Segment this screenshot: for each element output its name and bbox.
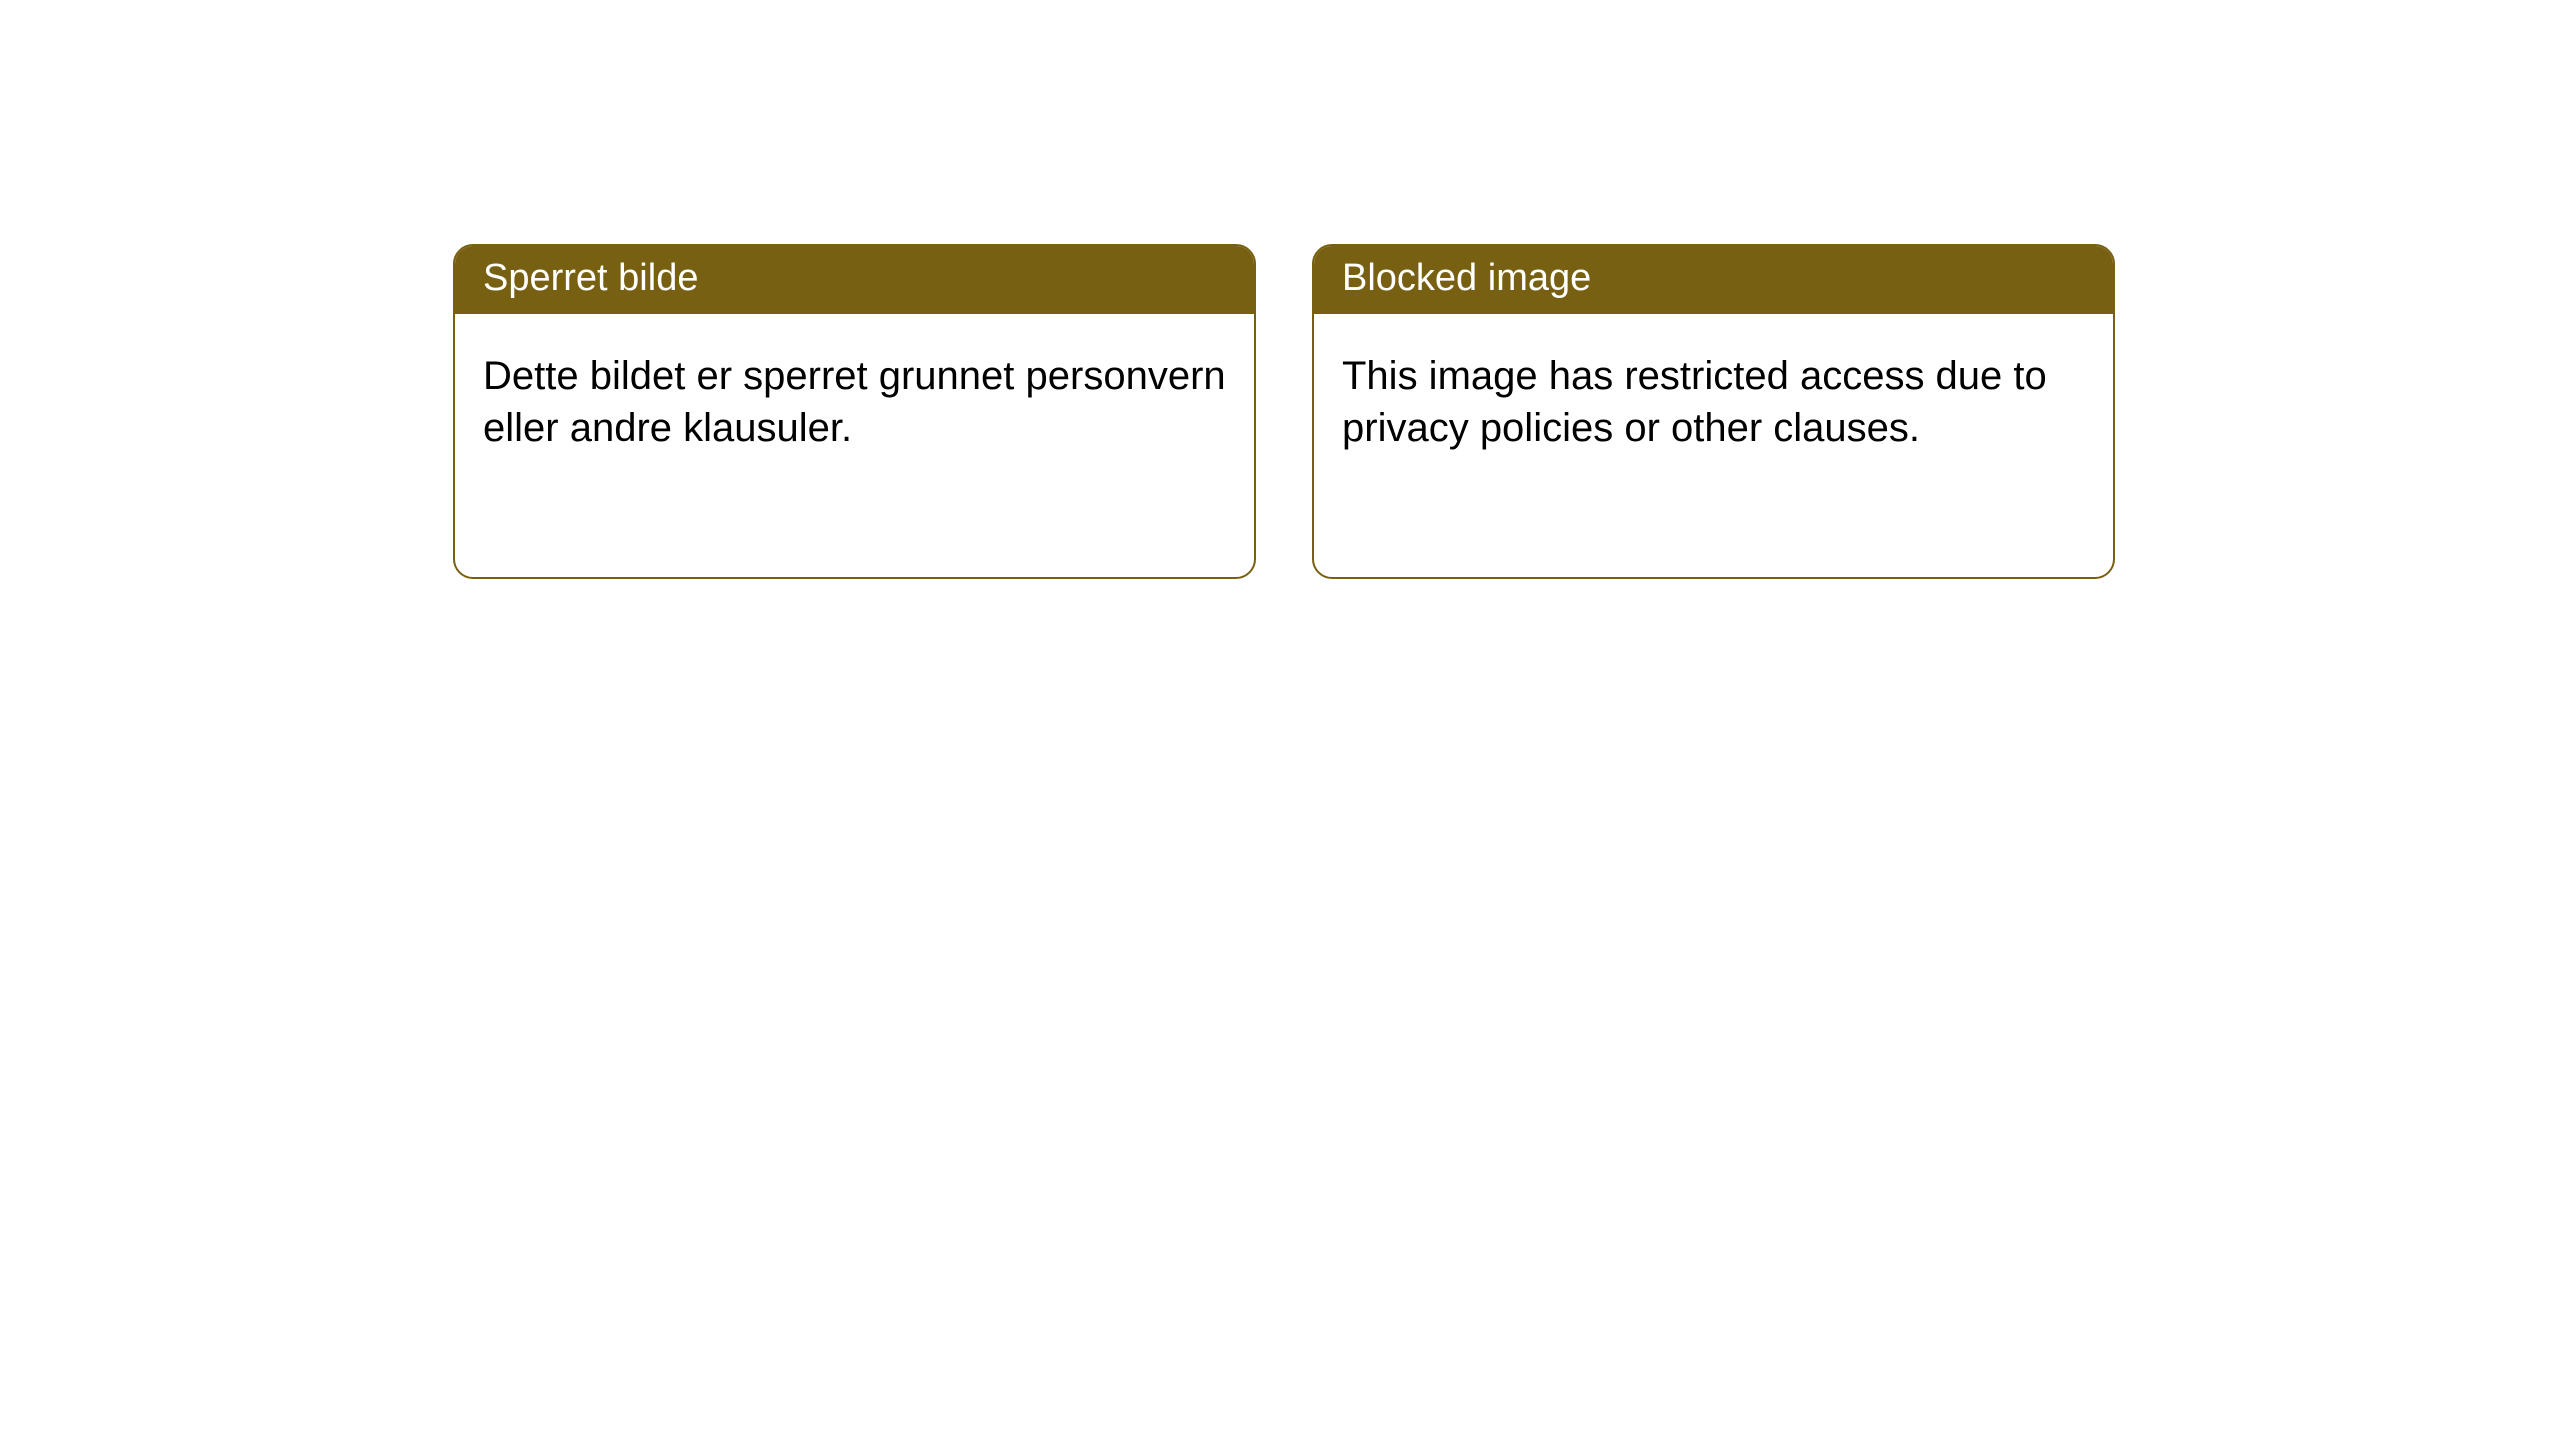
card-body: Dette bildet er sperret grunnet personve… (455, 314, 1254, 490)
card-header: Sperret bilde (455, 246, 1254, 314)
blocked-image-card-en: Blocked image This image has restricted … (1312, 244, 2115, 579)
blocked-image-card-no: Sperret bilde Dette bildet er sperret gr… (453, 244, 1256, 579)
card-body: This image has restricted access due to … (1314, 314, 2113, 490)
cards-container: Sperret bilde Dette bildet er sperret gr… (0, 0, 2560, 579)
card-header: Blocked image (1314, 246, 2113, 314)
